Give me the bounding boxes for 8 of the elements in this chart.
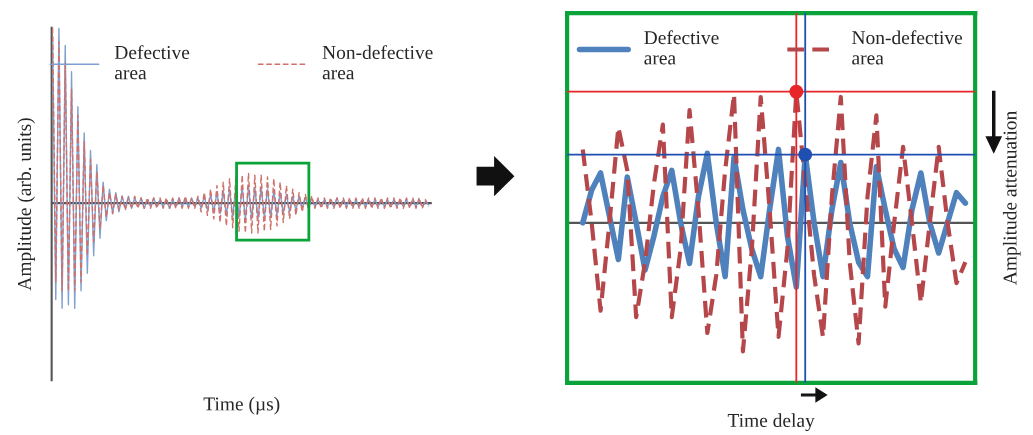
x-axis-title: Time (µs) [203,396,280,415]
x-axis-title: Time delay [727,413,815,432]
legend-label: Defective area [644,30,719,65]
legend-label: Non-defective area [852,30,963,65]
legend-label: Defective area [114,45,190,80]
y-axis-title: Amplitude (arb. units) [17,118,35,291]
legend-label: Non-defective area [322,45,433,80]
y-axis-title: Amplitude attenuation [1002,111,1021,285]
